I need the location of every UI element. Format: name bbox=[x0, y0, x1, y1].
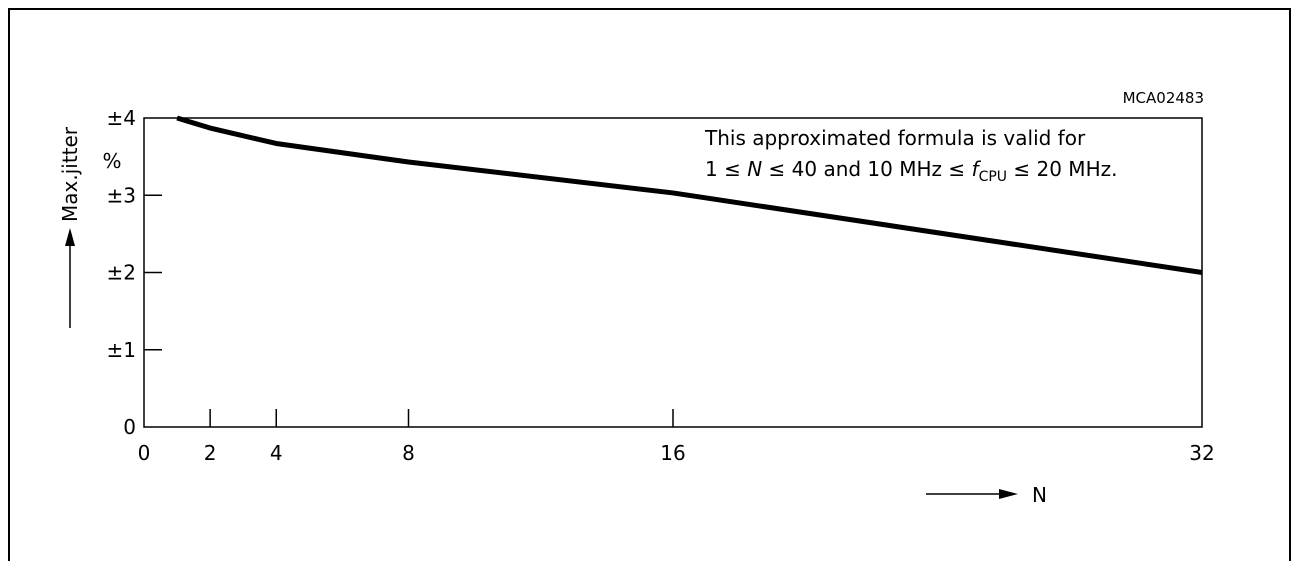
x-tick-label: 2 bbox=[204, 441, 217, 465]
x-tick-label: 32 bbox=[1189, 441, 1214, 465]
x-tick-label: 4 bbox=[270, 441, 283, 465]
x-tick-label: 16 bbox=[660, 441, 685, 465]
y-tick-label: 0 bbox=[123, 415, 136, 439]
annotation-subscript: CPU bbox=[979, 169, 1007, 185]
y-axis-label: Max.jitter bbox=[58, 126, 82, 222]
y-tick-label: ±2 bbox=[107, 261, 136, 285]
annotation-prefix: 1 ≤ bbox=[705, 157, 747, 181]
x-tick-label: 8 bbox=[402, 441, 415, 465]
y-tick-label: ±4 bbox=[107, 106, 136, 130]
annotation-var-n: N bbox=[747, 157, 762, 181]
series-layer bbox=[176, 115, 1203, 275]
figure-id: MCA02483 bbox=[1123, 89, 1204, 107]
y-axis-title: Max.jitter % bbox=[58, 126, 122, 328]
x-axis-ticks: 0 2 4 8 16 32 bbox=[138, 409, 1215, 465]
y-arrow-head bbox=[65, 228, 75, 246]
annotation-line-2: 1 ≤ N ≤ 40 and 10 MHz ≤ fCPU ≤ 20 MHz. bbox=[705, 157, 1117, 185]
annotation-mid: ≤ 40 and 10 MHz ≤ bbox=[762, 157, 971, 181]
annotation-suffix: ≤ 20 MHz. bbox=[1007, 157, 1117, 181]
y-tick-label: ±1 bbox=[107, 338, 136, 362]
series-line bbox=[176, 115, 1203, 275]
x-axis-title: N bbox=[926, 483, 1047, 507]
y-tick-label: ±3 bbox=[107, 183, 136, 207]
y-axis-unit: % bbox=[102, 149, 121, 173]
x-arrow-head bbox=[999, 489, 1018, 499]
x-axis-label: N bbox=[1032, 483, 1047, 507]
outer-frame bbox=[8, 8, 1291, 561]
y-axis-ticks: 0 ±1 ±2 ±3 ±4 bbox=[107, 106, 162, 439]
x-tick-label: 0 bbox=[138, 441, 151, 465]
annotation-var-f: f bbox=[972, 157, 982, 181]
annotation-line-1: This approximated formula is valid for bbox=[704, 126, 1086, 150]
